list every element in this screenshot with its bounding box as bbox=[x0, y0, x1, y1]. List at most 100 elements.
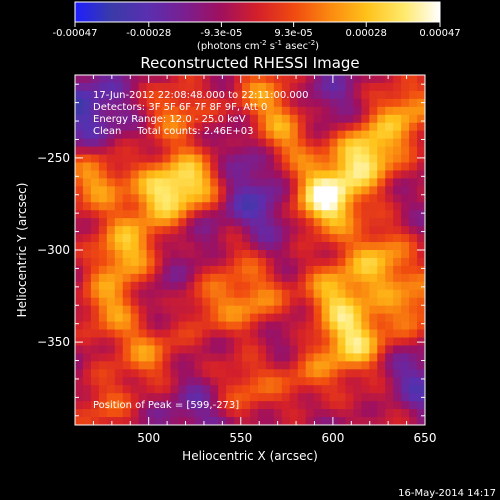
heatmap-cell bbox=[186, 250, 195, 259]
heatmap-cell bbox=[385, 154, 394, 164]
heatmap-cell bbox=[409, 122, 418, 132]
heatmap-cell bbox=[178, 385, 187, 394]
heatmap-cell bbox=[273, 75, 283, 84]
heatmap-cell bbox=[393, 337, 402, 347]
heatmap-cell bbox=[345, 393, 354, 402]
heatmap-cell bbox=[273, 114, 283, 124]
heatmap-cell bbox=[226, 250, 235, 259]
heatmap-cell bbox=[210, 265, 219, 275]
heatmap-cell bbox=[353, 313, 362, 323]
heatmap-cell bbox=[226, 178, 235, 187]
heatmap-cell bbox=[353, 210, 362, 219]
heatmap-cell bbox=[162, 361, 172, 370]
heatmap-cell bbox=[234, 202, 243, 211]
heatmap-cell bbox=[369, 218, 378, 227]
heatmap-cell bbox=[106, 218, 116, 227]
heatmap-cell bbox=[82, 218, 92, 227]
heatmap-cell bbox=[313, 130, 323, 140]
heatmap-cell bbox=[361, 130, 370, 140]
heatmap-cell bbox=[265, 218, 275, 227]
heatmap-cell bbox=[377, 250, 386, 259]
heatmap-cell bbox=[345, 130, 354, 140]
heatmap-cell bbox=[273, 218, 283, 227]
heatmap-cell bbox=[401, 202, 410, 211]
heatmap-cell bbox=[146, 75, 156, 84]
heatmap-cell bbox=[130, 361, 140, 370]
heatmap-cell bbox=[417, 162, 425, 172]
heatmap-cell bbox=[202, 114, 211, 124]
heatmap-cell bbox=[393, 82, 402, 92]
heatmap-cell bbox=[242, 377, 251, 386]
heatmap-cell bbox=[178, 218, 187, 227]
heatmap-cell bbox=[321, 250, 331, 259]
heatmap-cell bbox=[242, 162, 251, 172]
heatmap-cell bbox=[409, 146, 418, 156]
heatmap-cell bbox=[250, 273, 259, 283]
heatmap-cell bbox=[138, 82, 148, 92]
heatmap-cell bbox=[186, 138, 195, 148]
heatmap-cell bbox=[281, 98, 291, 108]
heatmap-cell bbox=[122, 329, 132, 339]
heatmap-cell bbox=[377, 162, 386, 172]
heatmap-cell bbox=[385, 401, 394, 410]
heatmap-cell bbox=[313, 194, 323, 203]
heatmap-cell bbox=[289, 297, 299, 307]
heatmap-cell bbox=[345, 218, 354, 227]
heatmap-cell bbox=[178, 321, 187, 331]
heatmap-cell bbox=[82, 162, 92, 172]
heatmap-cell bbox=[218, 154, 227, 164]
heatmap-cell bbox=[401, 409, 410, 418]
heatmap-cell bbox=[98, 98, 108, 108]
heatmap-cell bbox=[98, 75, 108, 84]
heatmap-cell bbox=[114, 154, 124, 164]
heatmap-cell bbox=[250, 409, 259, 418]
heatmap-cell bbox=[154, 281, 164, 291]
heatmap-cell bbox=[234, 226, 243, 235]
heatmap-cell bbox=[170, 257, 179, 267]
heatmap-cell bbox=[257, 313, 267, 323]
heatmap-cell bbox=[305, 329, 315, 339]
heatmap-cell bbox=[313, 242, 323, 251]
heatmap-cell bbox=[265, 265, 275, 275]
heatmap-cell bbox=[393, 257, 402, 267]
heatmap-cell bbox=[353, 106, 362, 116]
heatmap-cell bbox=[281, 226, 291, 235]
heatmap-cell bbox=[106, 250, 116, 259]
heatmap-cell bbox=[130, 329, 140, 339]
heatmap-cell bbox=[98, 321, 108, 331]
heatmap-cell bbox=[417, 345, 425, 354]
heatmap-cell bbox=[377, 194, 386, 203]
heatmap-cell bbox=[122, 313, 132, 323]
heatmap-cell bbox=[138, 385, 148, 394]
heatmap-cell bbox=[234, 210, 243, 219]
heatmap-cell bbox=[305, 194, 315, 203]
heatmap-cell bbox=[194, 250, 203, 259]
heatmap-cell bbox=[226, 265, 235, 275]
heatmap-cell bbox=[409, 90, 418, 100]
heatmap-cell bbox=[90, 369, 100, 378]
heatmap-cell bbox=[321, 75, 331, 84]
heatmap-cell bbox=[377, 289, 386, 299]
heatmap-cell bbox=[265, 90, 275, 100]
heatmap-cell bbox=[281, 154, 291, 164]
heatmap-cell bbox=[361, 242, 370, 251]
heatmap-cell bbox=[345, 194, 354, 203]
heatmap-cell bbox=[361, 82, 370, 92]
heatmap-cell bbox=[401, 106, 410, 116]
heatmap-cell bbox=[82, 114, 92, 124]
heatmap-cell bbox=[210, 409, 219, 418]
heatmap-cell bbox=[321, 409, 331, 418]
heatmap-cell bbox=[154, 90, 164, 100]
heatmap-cell bbox=[226, 313, 235, 323]
heatmap-cell bbox=[138, 321, 148, 331]
heatmap-cell bbox=[106, 82, 116, 92]
heatmap-cell bbox=[234, 281, 243, 291]
heatmap-cell bbox=[393, 313, 402, 323]
heatmap-cell bbox=[345, 202, 354, 211]
heatmap-cell bbox=[305, 345, 315, 354]
heatmap-cell bbox=[75, 242, 84, 251]
heatmap-cell bbox=[130, 90, 140, 100]
heatmap-cell bbox=[401, 401, 410, 410]
heatmap-cell bbox=[257, 321, 267, 331]
heatmap-cell bbox=[345, 345, 354, 354]
